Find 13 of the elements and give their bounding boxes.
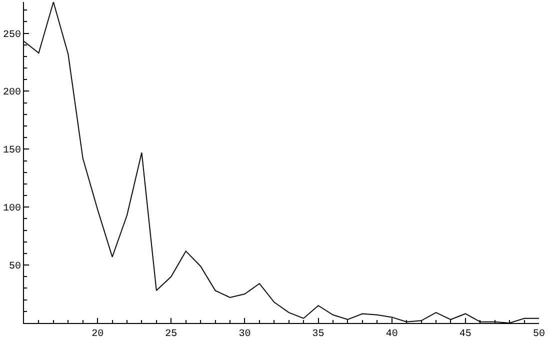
y-tick-label: 250 xyxy=(2,30,21,41)
y-tick-label: 150 xyxy=(2,146,21,157)
line-series xyxy=(24,2,539,323)
x-tick-label: 40 xyxy=(386,329,398,340)
x-tick-label: 45 xyxy=(459,329,472,340)
y-tick-label: 200 xyxy=(2,88,21,99)
x-tick-label: 50 xyxy=(532,329,546,340)
y-tick-label: 100 xyxy=(2,204,21,215)
x-tick-label: 35 xyxy=(312,329,324,340)
x-tick-label: 20 xyxy=(92,329,104,340)
x-tick-label: 25 xyxy=(165,329,178,340)
y-tick-label: 50 xyxy=(8,262,21,273)
x-tick-label: 30 xyxy=(238,329,251,340)
